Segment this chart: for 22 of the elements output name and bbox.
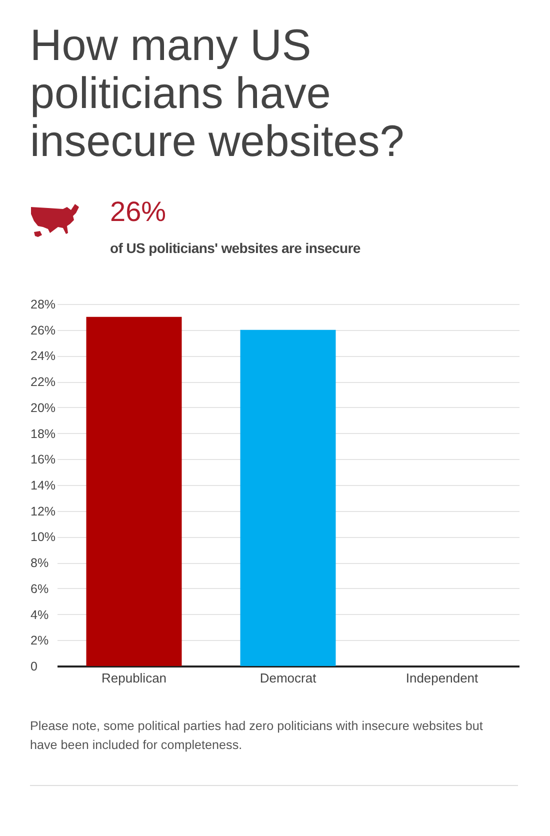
y-tick-label: 20%: [30, 400, 56, 415]
y-tick-label: 14%: [30, 478, 56, 492]
x-tick-label: Republican: [101, 670, 167, 686]
y-tick-label: 16%: [30, 452, 56, 467]
y-tick-label: 18%: [30, 426, 56, 441]
y-tick-label: 2%: [30, 634, 49, 648]
y-tick-label: 28%: [30, 298, 56, 312]
y-tick-label: 24%: [30, 349, 56, 364]
y-tick-label: 0: [30, 660, 38, 674]
chart-title: How many US politicians have insecure websites?: [30, 21, 406, 166]
y-tick-label: 8%: [30, 556, 49, 570]
y-tick-label: 22%: [30, 375, 56, 390]
y-tick-label: 26%: [30, 323, 56, 338]
y-tick-label: 12%: [30, 504, 56, 518]
text: 26%: [110, 196, 166, 228]
x-tick-label: Democrat: [260, 670, 317, 686]
y-tick-label: 4%: [30, 608, 49, 622]
y-tick-label: 10%: [30, 530, 56, 544]
y-tick-label: 6%: [30, 582, 49, 596]
text: Please note, some political parties had zero politicians with insecure websites but have been included for completeness.: [30, 718, 484, 754]
text: of US politicians' websites are insecure: [110, 239, 360, 257]
x-tick-label: Independent: [406, 670, 479, 686]
